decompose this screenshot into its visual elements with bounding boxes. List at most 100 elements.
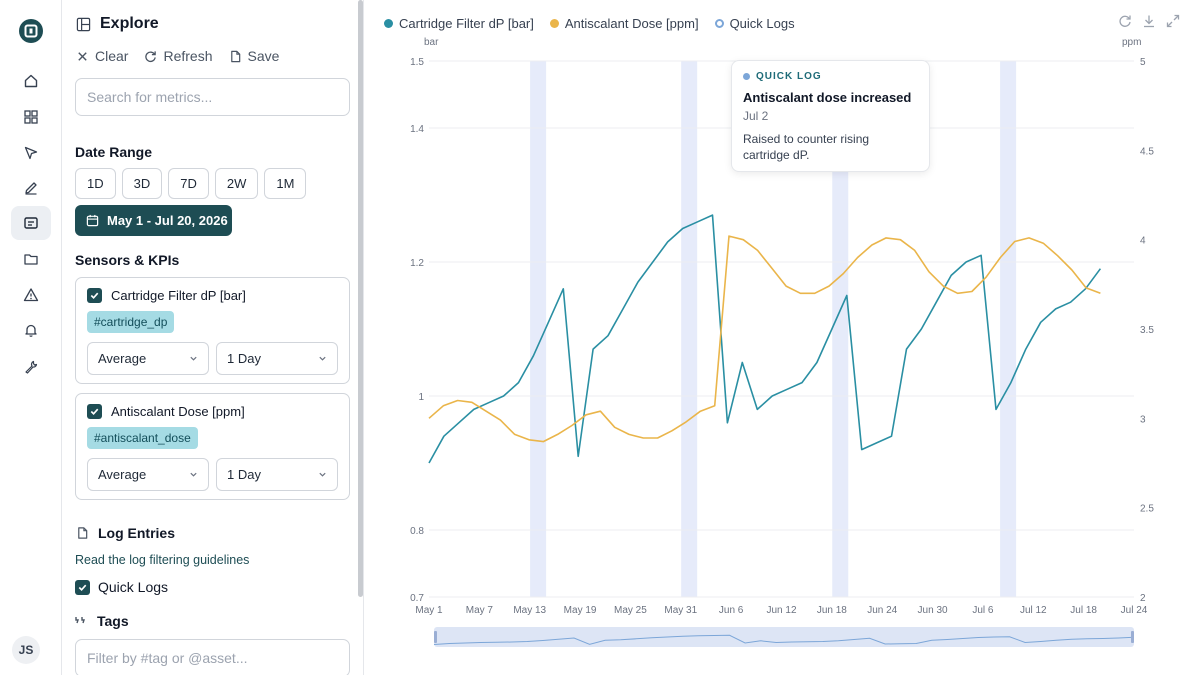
interval-select[interactable]: 1 Day	[216, 342, 338, 375]
quick-log-band	[530, 61, 547, 597]
home-nav-button[interactable]	[11, 64, 51, 98]
x-axis-tick: May 13	[513, 605, 546, 616]
interval-value: 1 Day	[227, 467, 261, 482]
legend-item-quick-logs[interactable]: Quick Logs	[714, 16, 795, 31]
quick-log-band	[1000, 61, 1017, 597]
save-button[interactable]: Save	[229, 48, 280, 64]
tooltip-kind: QUICK LOG	[743, 71, 918, 82]
range-preset-7d[interactable]: 7D	[168, 168, 209, 199]
checkmark-icon	[90, 292, 99, 299]
date-range-picker-button[interactable]: May 1 - Jul 20, 2026	[75, 205, 232, 236]
aggregation-select[interactable]: Average	[87, 458, 209, 491]
app-logo-icon[interactable]	[18, 18, 44, 44]
sensor-name: Antiscalant Dose [ppm]	[111, 404, 245, 419]
right-axis-tick: 2	[1140, 593, 1146, 604]
log-entries-label: Log Entries	[98, 525, 176, 541]
chart-tools	[1118, 14, 1180, 28]
range-preset-3d[interactable]: 3D	[121, 168, 163, 199]
sensor-tag[interactable]: #cartridge_dp	[87, 311, 175, 333]
left-axis-tick: 1.5	[410, 57, 424, 68]
sensor-checkbox-row[interactable]: Cartridge Filter dP [bar]	[87, 288, 246, 303]
refresh-icon[interactable]	[1118, 14, 1132, 28]
aggregation-value: Average	[98, 351, 147, 366]
explore-nav-button[interactable]	[11, 206, 51, 240]
metric-search-input[interactable]	[75, 78, 350, 116]
dashboards-nav-button[interactable]	[11, 100, 51, 134]
sensor-checkbox-row[interactable]: Antiscalant Dose [ppm]	[87, 404, 245, 419]
tags-filter-input[interactable]	[75, 639, 350, 675]
explore-toolbar: Clear Refresh Save	[76, 48, 279, 64]
refresh-icon	[145, 50, 157, 62]
legend-dot	[384, 19, 393, 28]
x-axis-tick: May 7	[466, 605, 494, 616]
range-slider-track[interactable]	[434, 627, 1134, 647]
tooltip-note: Raised to counter rising cartridge dP.	[743, 132, 870, 162]
right-axis-tick: 3	[1140, 414, 1146, 425]
legend-dot	[714, 19, 724, 28]
quote-icon	[75, 617, 85, 624]
quick-logs-checkbox[interactable]	[75, 579, 90, 595]
legend-item-antiscalant-dose[interactable]: Antiscalant Dose [ppm]	[549, 16, 699, 31]
sensor-checkbox[interactable]	[87, 288, 102, 303]
expand-icon[interactable]	[1166, 14, 1180, 28]
alerts-nav-button[interactable]	[11, 278, 51, 312]
refresh-label: Refresh	[163, 48, 213, 64]
download-icon[interactable]	[1142, 14, 1156, 28]
interval-select[interactable]: 1 Day	[216, 458, 338, 491]
x-axis-tick: Jul 12	[1020, 605, 1047, 616]
x-axis-tick: Jun 30	[918, 605, 948, 616]
sensor-tag[interactable]: #antiscalant_dose	[87, 427, 198, 449]
aggregation-select[interactable]: Average	[87, 342, 209, 375]
right-axis-unit: ppm	[1122, 37, 1141, 48]
left-axis-tick: 1	[418, 392, 424, 403]
range-preset-1m[interactable]: 1M	[264, 168, 307, 199]
x-axis-tick: May 1	[415, 605, 443, 616]
x-axis-tick: Jul 24	[1121, 605, 1148, 616]
sensors-label: Sensors & KPIs	[75, 252, 180, 268]
folder-icon	[24, 254, 38, 265]
sensor-checkbox[interactable]	[87, 404, 102, 419]
right-axis-tick: 3.5	[1140, 325, 1154, 336]
right-axis-tick: 2.5	[1140, 504, 1154, 515]
range-preset-2w[interactable]: 2W	[214, 168, 259, 199]
time-series-chart[interactable]: 0.7 0.8 1 1.2 1.4 1.5 2 2.5 3 3.5 4 4.5 5 bar ppm May 1…	[364, 0, 1200, 675]
legend-label: Cartridge Filter dP [bar]	[399, 16, 534, 31]
explore-grid-icon	[76, 17, 91, 31]
chart-area: 0.7 0.8 1 1.2 1.4 1.5 2 2.5 3 3.5 4 4.5 5 bar ppm May 1…	[364, 0, 1200, 675]
interval-value: 1 Day	[227, 351, 261, 366]
document-icon	[78, 527, 88, 539]
quick-logs-toggle[interactable]: Quick Logs	[75, 579, 168, 595]
navigate-nav-button[interactable]	[11, 136, 51, 170]
cursor-arrow-icon	[24, 146, 38, 160]
range-slider-handle-right[interactable]	[1131, 631, 1134, 643]
icon-rail: JS	[0, 0, 62, 675]
sensor-card-antiscalant-dose: Antiscalant Dose [ppm] #antiscalant_dose…	[75, 393, 350, 500]
range-slider-handle-left[interactable]	[434, 631, 437, 643]
tools-nav-button[interactable]	[11, 350, 51, 384]
x-axis-tick: Jun 6	[719, 605, 744, 616]
warning-triangle-icon	[23, 288, 39, 302]
sensor-name: Cartridge Filter dP [bar]	[111, 288, 246, 303]
annotate-nav-button[interactable]	[11, 171, 51, 205]
chevron-down-icon	[190, 472, 197, 477]
clear-button[interactable]: Clear	[76, 48, 128, 64]
files-nav-button[interactable]	[11, 242, 51, 276]
legend-item-cartridge-dp[interactable]: Cartridge Filter dP [bar]	[384, 16, 534, 31]
panel-title: Explore	[76, 15, 159, 33]
refresh-button[interactable]: Refresh	[144, 48, 213, 64]
left-axis-unit: bar	[424, 37, 439, 48]
notifications-nav-button[interactable]	[11, 313, 51, 347]
explore-panel: Explore Clear Refresh Save Date Range 1D…	[62, 0, 364, 675]
home-icon	[24, 74, 38, 88]
user-avatar[interactable]: JS	[12, 636, 40, 664]
save-label: Save	[247, 48, 280, 64]
right-axis-tick: 4.5	[1140, 146, 1154, 157]
range-preset-1d[interactable]: 1D	[75, 168, 116, 199]
quick-logs-label: Quick Logs	[98, 579, 169, 595]
calendar-icon	[86, 214, 99, 227]
panel-scrollbar[interactable]	[358, 0, 363, 597]
range-slider-sparkline	[433, 634, 1135, 645]
tooltip-dot	[743, 73, 750, 80]
log-guidelines-link[interactable]: Read the log filtering guidelines	[75, 553, 250, 567]
left-axis-tick: 0.7	[410, 593, 424, 604]
